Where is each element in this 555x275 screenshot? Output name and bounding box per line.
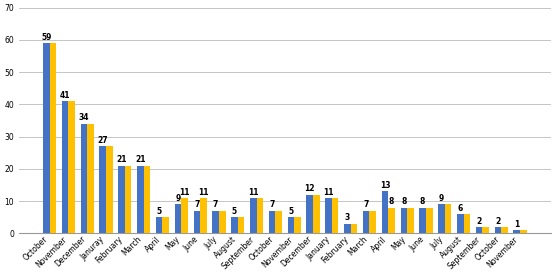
Bar	[407, 208, 413, 233]
Text: 6: 6	[458, 204, 463, 213]
Bar	[457, 214, 463, 233]
Bar	[144, 166, 150, 233]
Bar	[388, 208, 395, 233]
Bar	[426, 208, 432, 233]
Bar	[125, 166, 132, 233]
Bar	[501, 227, 508, 233]
Bar	[118, 166, 125, 233]
Bar	[294, 217, 301, 233]
Bar	[438, 204, 445, 233]
Bar	[306, 195, 313, 233]
Text: 7: 7	[213, 200, 218, 210]
Bar	[520, 230, 527, 233]
Text: 1: 1	[514, 220, 519, 229]
Text: 27: 27	[98, 136, 108, 145]
Text: 11: 11	[324, 188, 334, 197]
Text: 11: 11	[198, 188, 209, 197]
Bar	[62, 101, 68, 233]
Bar	[287, 217, 294, 233]
Bar	[363, 211, 370, 233]
Text: 21: 21	[135, 155, 145, 164]
Bar	[256, 198, 263, 233]
Bar	[495, 227, 501, 233]
Text: 8: 8	[401, 197, 406, 206]
Bar	[420, 208, 426, 233]
Bar	[200, 198, 206, 233]
Text: 7: 7	[194, 200, 199, 210]
Bar	[401, 208, 407, 233]
Text: 59: 59	[41, 33, 52, 42]
Bar	[43, 43, 49, 233]
Text: 11: 11	[179, 188, 190, 197]
Text: 5: 5	[232, 207, 237, 216]
Bar	[250, 198, 256, 233]
Bar	[99, 146, 106, 233]
Bar	[332, 198, 339, 233]
Text: 8: 8	[389, 197, 394, 206]
Bar	[181, 198, 188, 233]
Bar	[156, 217, 163, 233]
Bar	[476, 227, 482, 233]
Bar	[87, 124, 94, 233]
Text: 2: 2	[495, 216, 501, 226]
Bar	[163, 217, 169, 233]
Bar	[213, 211, 219, 233]
Bar	[137, 166, 144, 233]
Text: 5: 5	[289, 207, 294, 216]
Bar	[370, 211, 376, 233]
Text: 8: 8	[420, 197, 425, 206]
Bar	[351, 224, 357, 233]
Text: 7: 7	[364, 200, 369, 210]
Text: 5: 5	[157, 207, 162, 216]
Bar	[313, 195, 320, 233]
Text: 2: 2	[477, 216, 482, 226]
Text: 13: 13	[380, 181, 390, 190]
Bar	[445, 204, 451, 233]
Bar	[175, 204, 181, 233]
Text: 41: 41	[60, 91, 70, 100]
Bar	[219, 211, 225, 233]
Bar	[482, 227, 489, 233]
Bar	[269, 211, 275, 233]
Text: 3: 3	[345, 213, 350, 222]
Bar	[325, 198, 332, 233]
Bar	[275, 211, 282, 233]
Text: 9: 9	[175, 194, 180, 203]
Text: 7: 7	[269, 200, 275, 210]
Text: 9: 9	[439, 194, 444, 203]
Bar	[513, 230, 520, 233]
Bar	[463, 214, 470, 233]
Text: 34: 34	[79, 113, 89, 122]
Bar	[80, 124, 87, 233]
Text: 21: 21	[117, 155, 127, 164]
Bar	[238, 217, 244, 233]
Text: 11: 11	[248, 188, 259, 197]
Bar	[231, 217, 238, 233]
Text: 12: 12	[305, 184, 315, 193]
Bar	[68, 101, 75, 233]
Bar	[194, 211, 200, 233]
Bar	[344, 224, 351, 233]
Bar	[382, 191, 388, 233]
Bar	[106, 146, 113, 233]
Bar	[49, 43, 56, 233]
